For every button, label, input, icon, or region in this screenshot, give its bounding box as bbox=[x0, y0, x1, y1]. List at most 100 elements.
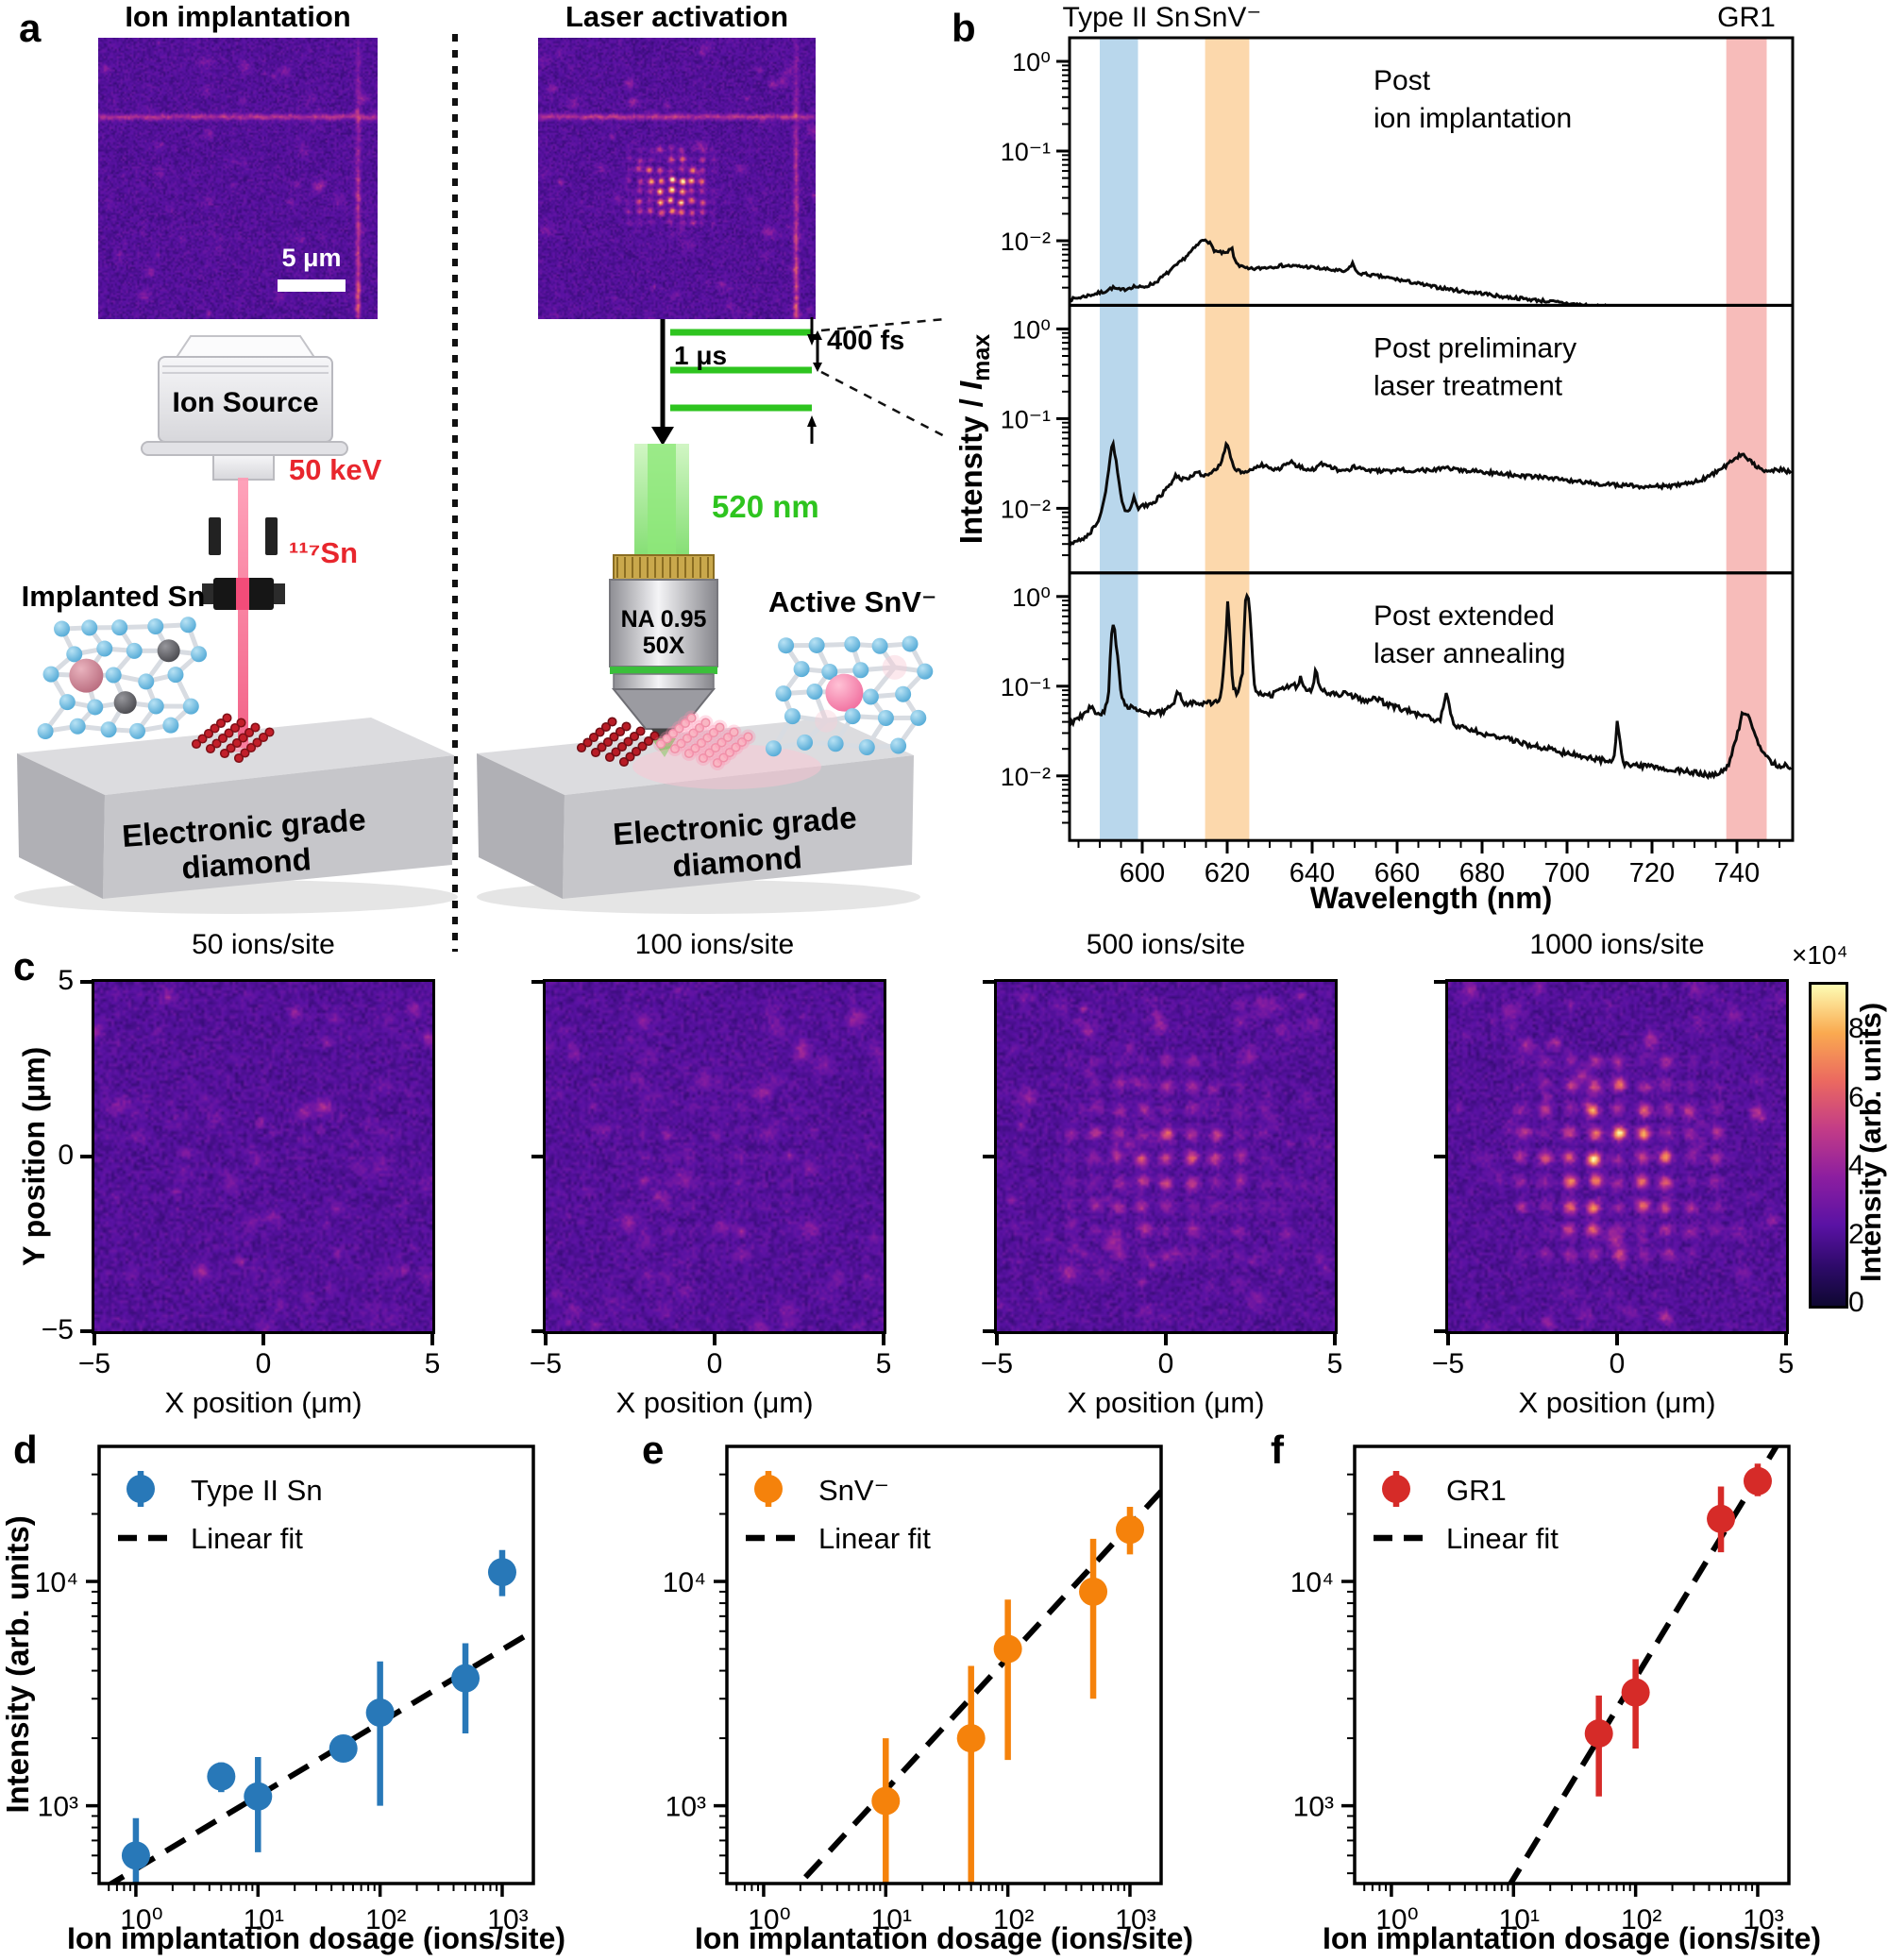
x-tick bbox=[544, 1334, 548, 1345]
implant-bead bbox=[662, 734, 672, 744]
x-tick-label: 5 bbox=[1778, 1348, 1795, 1379]
data-point bbox=[329, 1733, 358, 1763]
carbon-atom bbox=[793, 661, 810, 678]
c-x-axis-label-1: X position (μm) bbox=[164, 1386, 362, 1419]
data-point bbox=[1743, 1466, 1772, 1495]
spectrum-curve bbox=[1070, 238, 1621, 306]
focus-lens bbox=[202, 578, 285, 610]
implant-bead bbox=[226, 743, 236, 753]
implant-bead bbox=[696, 737, 707, 749]
carbon-atom bbox=[69, 718, 86, 735]
data-point bbox=[1079, 1577, 1108, 1606]
dopant-atom bbox=[882, 654, 907, 680]
x-tick bbox=[261, 1334, 265, 1345]
implant-bead bbox=[210, 723, 220, 734]
carbon-atom bbox=[910, 709, 927, 726]
x-tick-label: 620 bbox=[1205, 858, 1250, 888]
pulse-period-label: 1 μs bbox=[674, 341, 727, 370]
frame-f bbox=[1353, 1445, 1791, 1885]
panel-e-label: e bbox=[642, 1428, 664, 1472]
y-tick-label: 10⁴ bbox=[1290, 1567, 1334, 1598]
colorbar-tick-label: 6 bbox=[1848, 1081, 1864, 1113]
implant-bead bbox=[618, 756, 630, 768]
x-tick-label: 10⁰ bbox=[120, 1904, 162, 1935]
carbon-atom bbox=[100, 721, 117, 738]
x-tick-label: −5 bbox=[529, 1348, 563, 1379]
map-title-100: 100 ions/site bbox=[634, 929, 795, 960]
implant-bead bbox=[683, 748, 695, 759]
laser-activation-micrograph bbox=[538, 38, 816, 319]
implanted-sites-right bbox=[576, 717, 660, 768]
y-tick-label: 10³ bbox=[666, 1792, 706, 1823]
legend-marker bbox=[1382, 1475, 1410, 1503]
carbon-atom bbox=[858, 739, 875, 756]
x-tick-label: 680 bbox=[1459, 858, 1505, 888]
y-tick bbox=[531, 1155, 543, 1158]
x-tick-label: 10² bbox=[1621, 1904, 1661, 1935]
y-tick-label: 10⁰ bbox=[1012, 48, 1051, 76]
carbon-atom bbox=[808, 636, 825, 653]
implant-bead bbox=[655, 738, 666, 750]
implant-bead bbox=[576, 742, 587, 753]
y-tick-label: −5 bbox=[41, 1314, 74, 1345]
implant-bead bbox=[743, 732, 753, 742]
y-tick bbox=[983, 980, 994, 984]
implant-bead bbox=[629, 731, 640, 742]
implant-bead bbox=[264, 727, 275, 737]
data-point bbox=[871, 1786, 901, 1816]
implant-bead bbox=[215, 718, 227, 729]
spectrum-title: ion implantation bbox=[1374, 103, 1572, 134]
implant-bead bbox=[244, 727, 255, 738]
x-tick-label: 5 bbox=[1326, 1348, 1343, 1379]
carbon-atom bbox=[147, 698, 164, 715]
carbon-atom bbox=[775, 685, 792, 702]
carbon-atom bbox=[138, 673, 155, 690]
x-tick-label: 640 bbox=[1290, 858, 1335, 888]
implant-bead bbox=[712, 757, 723, 769]
objective-mag-label: 50X bbox=[643, 633, 685, 659]
implant-bead bbox=[609, 732, 619, 742]
y-tick-label: 5 bbox=[58, 965, 74, 996]
y-tick-label: 10⁻¹ bbox=[1001, 138, 1051, 166]
implant-bead bbox=[258, 732, 269, 743]
activated-sites-right bbox=[653, 710, 756, 770]
legend-e-fit: Linear fit bbox=[818, 1522, 931, 1555]
panel-f-label: f bbox=[1271, 1428, 1285, 1472]
isotope-label: ¹¹⁷Sn bbox=[289, 536, 358, 569]
colorbar-tick-label: 2 bbox=[1848, 1218, 1864, 1250]
green-laser-core bbox=[648, 444, 676, 559]
carbon-atom bbox=[191, 646, 208, 663]
carbon-atom bbox=[105, 667, 122, 684]
implant-bead bbox=[595, 727, 605, 737]
c-x-axis-label-4: X position (μm) bbox=[1518, 1386, 1716, 1419]
data-point bbox=[1621, 1678, 1650, 1707]
data-point bbox=[121, 1841, 150, 1870]
band-label-type2sn: Type II Sn bbox=[1062, 2, 1189, 33]
x-tick-label: 700 bbox=[1544, 858, 1590, 888]
panel-d-label: d bbox=[13, 1428, 38, 1472]
pulse-train-diagram bbox=[651, 317, 944, 446]
x-tick-label: 10³ bbox=[487, 1904, 528, 1935]
carbon-atom bbox=[852, 662, 869, 679]
carbon-atom bbox=[895, 685, 912, 702]
x-tick-label: 0 bbox=[1157, 1348, 1174, 1379]
implant-bead bbox=[231, 737, 243, 749]
carbon-atom bbox=[96, 640, 113, 657]
implanted-sn-lattice bbox=[37, 617, 208, 740]
implant-bead bbox=[224, 728, 234, 738]
y-tick-label: 10⁴ bbox=[663, 1567, 706, 1598]
y-tick bbox=[80, 980, 92, 984]
y-tick-label: 10⁰ bbox=[1012, 315, 1051, 344]
carbon-atom bbox=[81, 619, 98, 636]
carbon-atom bbox=[821, 663, 838, 680]
carbon-atom bbox=[179, 617, 196, 634]
legend-marker bbox=[126, 1475, 155, 1503]
implant-bead bbox=[197, 734, 208, 744]
x-tick-label: 10¹ bbox=[1499, 1904, 1540, 1935]
x-tick-label: 0 bbox=[706, 1348, 723, 1379]
implant-bead bbox=[597, 742, 607, 752]
implant-bead bbox=[233, 752, 244, 764]
x-tick-label: 10³ bbox=[1115, 1904, 1155, 1935]
ion-source-device bbox=[141, 335, 348, 481]
x-tick bbox=[1333, 1334, 1337, 1345]
